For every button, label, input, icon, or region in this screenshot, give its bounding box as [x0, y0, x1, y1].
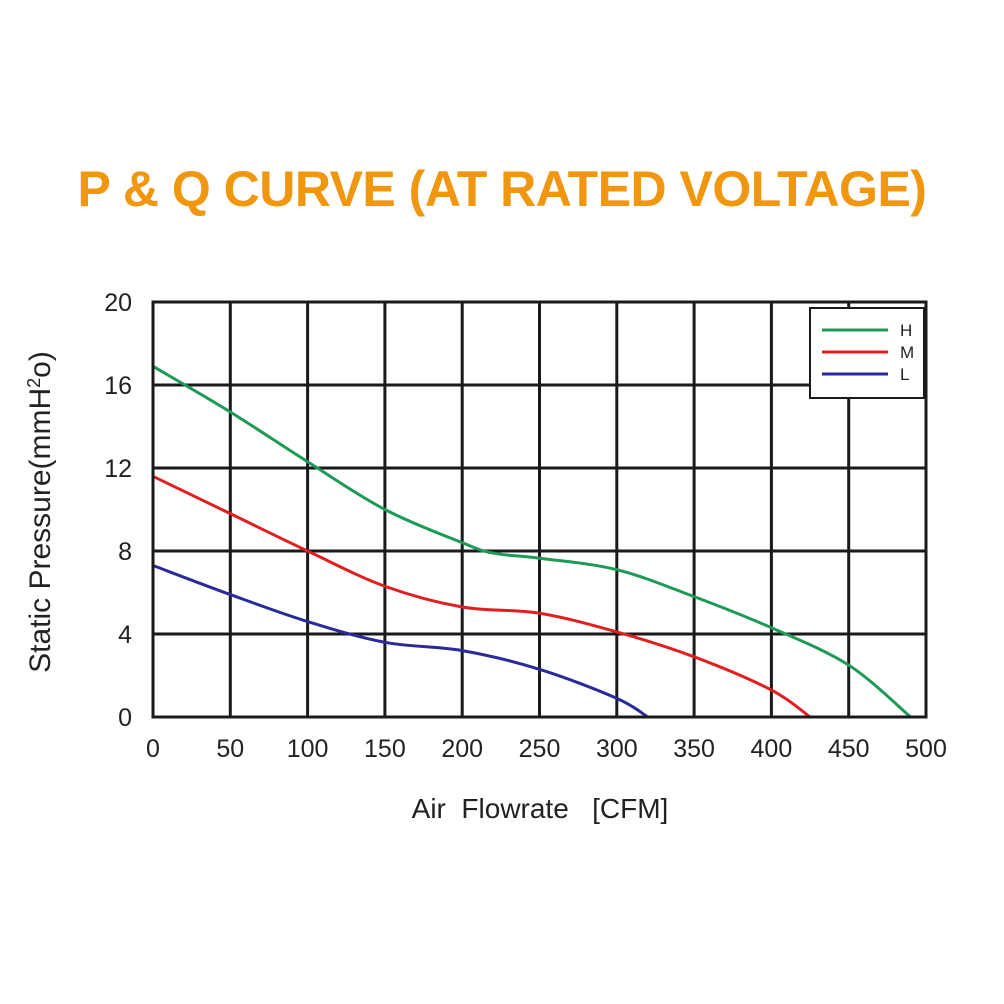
series-line-H [151, 364, 913, 719]
y-axis-label: Static Pressure(mmH2o) [24, 351, 57, 673]
x-tick-label-200: 200 [441, 735, 483, 763]
x-tick-label-150: 150 [364, 735, 406, 763]
x-tick-label-50: 50 [216, 735, 244, 763]
series-line-M [151, 474, 812, 719]
legend-label-M: M [900, 343, 914, 362]
legend-label-H: H [900, 321, 912, 340]
plot-frame [151, 300, 928, 719]
plot-border [151, 300, 928, 719]
y-tick-label-8: 8 [118, 538, 132, 566]
x-tick-label-100: 100 [287, 735, 329, 763]
y-axis-label-superscript: 2 [24, 378, 44, 388]
x-tick-label-350: 350 [673, 735, 715, 763]
y-tick-label-0: 0 [118, 704, 132, 732]
series-lines [151, 364, 913, 719]
x-tick-label-0: 0 [146, 735, 160, 763]
chart-title: P & Q CURVE (AT RATED VOLTAGE) [77, 161, 927, 217]
x-tick-label-250: 250 [519, 735, 561, 763]
y-tick-label-20: 20 [104, 289, 132, 317]
series-line-L [151, 564, 650, 719]
y-axis-label-main: Static Pressure(mmH [24, 388, 57, 673]
y-tick-labels: 0 4 8 12 16 20 [104, 289, 132, 732]
x-axis-label: Air Flowrate [CFM] [412, 793, 669, 824]
x-tick-label-500: 500 [905, 735, 947, 763]
y-tick-label-4: 4 [118, 621, 132, 649]
y-axis-label-end: o) [24, 351, 57, 378]
y-tick-label-16: 16 [104, 372, 132, 400]
x-tick-label-450: 450 [828, 735, 870, 763]
y-tick-label-12: 12 [104, 455, 132, 483]
x-tick-label-400: 400 [751, 735, 793, 763]
x-tick-labels: 0 50 100 150 200 250 300 350 400 450 500 [146, 735, 947, 763]
legend-label-L: L [900, 365, 909, 384]
x-tick-label-300: 300 [596, 735, 638, 763]
legend: HML [809, 307, 925, 399]
